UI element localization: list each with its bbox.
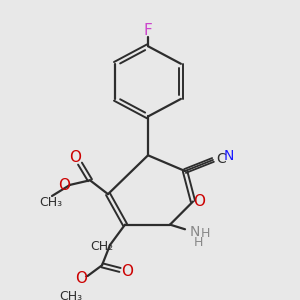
Text: N: N [224,149,234,163]
Text: CH₃: CH₃ [59,290,83,300]
Text: F: F [144,23,152,38]
Text: C: C [216,152,226,166]
Text: O: O [121,264,133,279]
Text: O: O [75,271,87,286]
Text: H: H [200,227,210,240]
Text: CH₂: CH₂ [90,240,114,253]
Text: O: O [58,178,70,193]
Text: O: O [193,194,205,209]
Text: CH₃: CH₃ [39,196,63,209]
Text: O: O [69,150,81,165]
Text: N: N [190,225,200,239]
Text: H: H [193,236,203,249]
